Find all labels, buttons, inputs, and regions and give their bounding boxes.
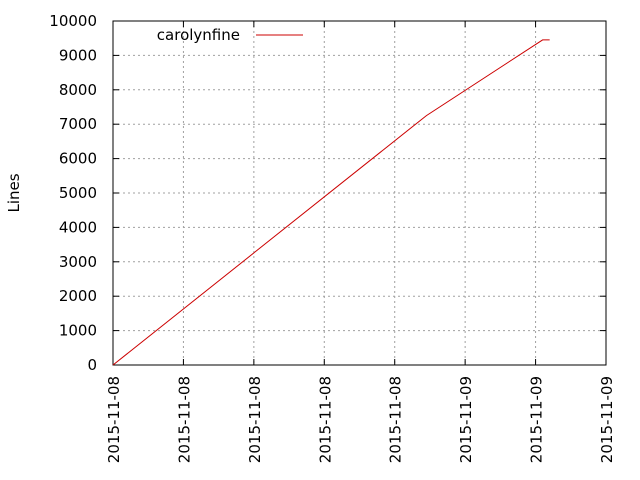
x-tick-label: 2015-11-09	[598, 376, 616, 463]
y-tick-label: 8000	[59, 81, 97, 99]
x-axis: 2015-11-08 2015-11-08 2015-11-08 2015-11-08…	[105, 21, 616, 463]
series-line-carolynfine	[112, 39, 550, 366]
legend-label: carolynfine	[157, 26, 240, 44]
x-tick-label: 2015-11-08	[316, 376, 334, 463]
grid-lines	[113, 21, 606, 365]
y-tick-label: 7000	[59, 115, 97, 133]
y-tick-label: 9000	[59, 46, 97, 64]
y-axis: 0 1000 2000 3000 4000 5000 6000 7000 8000 9000 100…	[49, 12, 606, 374]
series-group	[112, 39, 550, 366]
y-tick-label: 6000	[59, 150, 97, 168]
x-tick-label: 2015-11-08	[105, 376, 123, 463]
y-tick-label: 1000	[59, 322, 97, 340]
x-tick-label: 2015-11-08	[175, 376, 193, 463]
y-tick-label: 3000	[59, 253, 97, 271]
y-axis-label: Lines	[5, 173, 23, 212]
y-tick-label: 0	[87, 356, 97, 374]
y-tick-label: 5000	[59, 184, 97, 202]
x-tick-label: 2015-11-09	[457, 376, 475, 463]
x-tick-label: 2015-11-08	[387, 376, 405, 463]
x-tick-label: 2015-11-09	[528, 376, 546, 463]
y-tick-label: 10000	[49, 12, 97, 30]
y-tick-label: 4000	[59, 218, 97, 236]
y-tick-label: 2000	[59, 287, 97, 305]
x-tick-label: 2015-11-08	[246, 376, 264, 463]
legend: carolynfine	[157, 26, 303, 44]
